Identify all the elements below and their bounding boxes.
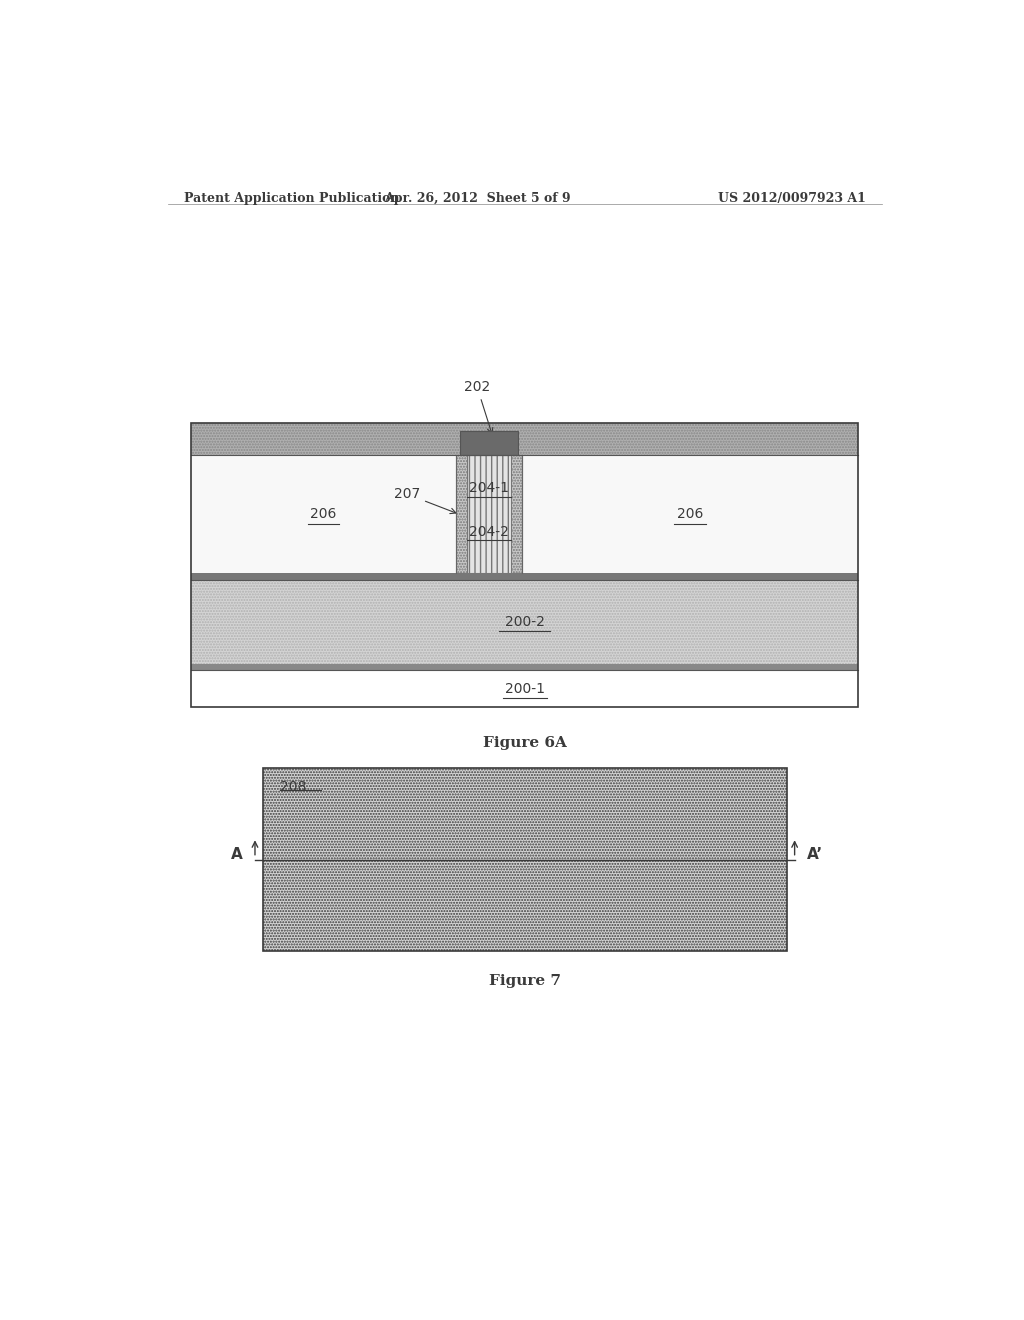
Text: Figure 7: Figure 7 (488, 974, 561, 987)
Text: Figure 6A: Figure 6A (483, 735, 566, 750)
Bar (191, 455, 858, 573)
Text: 207: 207 (394, 487, 456, 513)
Text: 200-1: 200-1 (505, 681, 545, 696)
Text: 206: 206 (677, 507, 703, 521)
Text: 202: 202 (464, 380, 493, 433)
Text: Patent Application Publication: Patent Application Publication (183, 191, 399, 205)
Text: 200-2: 200-2 (505, 615, 545, 628)
Bar (191, 671, 858, 708)
Bar (263, 768, 786, 952)
Text: Apr. 26, 2012  Sheet 5 of 9: Apr. 26, 2012 Sheet 5 of 9 (384, 191, 570, 205)
Text: 204-1: 204-1 (469, 482, 509, 495)
Bar (191, 579, 858, 664)
Text: US 2012/0097923 A1: US 2012/0097923 A1 (718, 191, 866, 205)
Bar (191, 664, 858, 671)
Bar (467, 455, 511, 573)
Text: A’: A’ (807, 847, 822, 862)
Bar (191, 422, 858, 455)
Bar (456, 455, 522, 573)
Bar (191, 573, 858, 579)
Text: 208: 208 (281, 780, 307, 795)
Text: A: A (231, 847, 243, 862)
Bar (460, 430, 518, 455)
Text: 206: 206 (310, 507, 337, 521)
Text: 204-2: 204-2 (469, 525, 509, 539)
Bar (191, 422, 858, 708)
